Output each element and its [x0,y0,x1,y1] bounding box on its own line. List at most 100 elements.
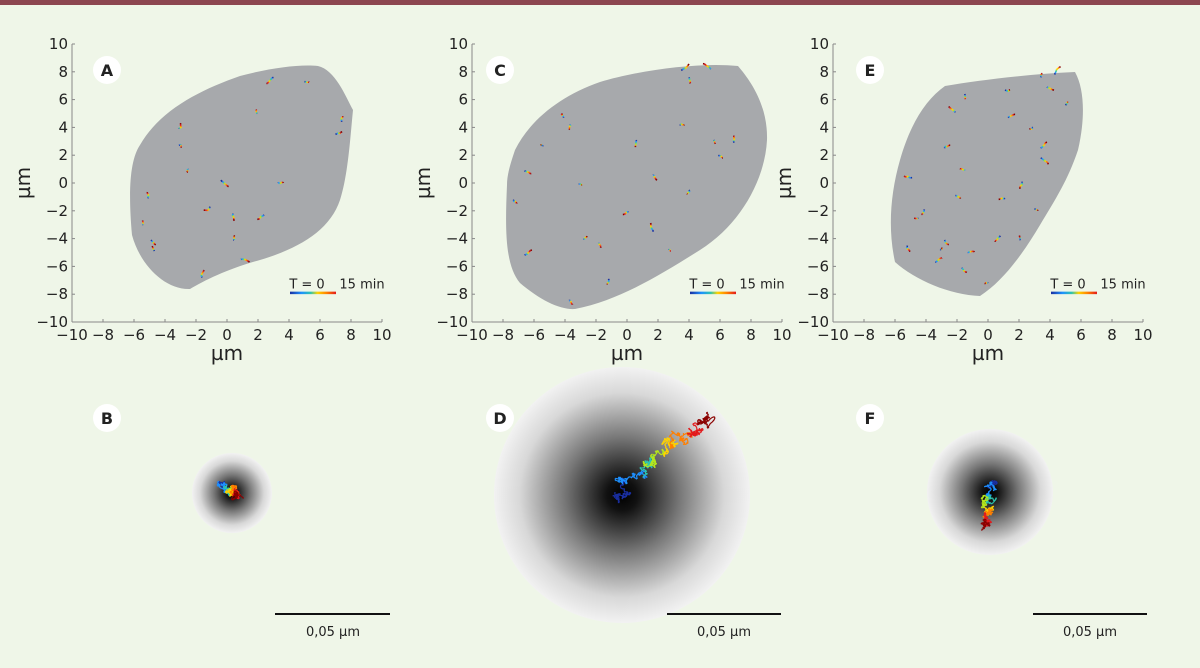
trajectory-segment [657,450,660,454]
y-tick-label: 0 [458,174,468,192]
trajectory-segment [687,191,690,194]
trajectory-spot [178,143,183,148]
trajectory-segment [150,239,153,242]
trajectory-segment [666,451,669,455]
trajectory-segment [226,489,228,491]
trajectory-spot [622,211,630,216]
trajectory-spot [141,220,145,226]
trajectory-segment [996,238,999,241]
x-tick-label: −10 [56,326,88,344]
trajectory-segment [654,176,656,179]
y-tick-label: 4 [58,118,68,136]
trajectory-segment [992,489,995,492]
y-tick-label: −8 [46,285,68,303]
trajectory-segment [688,427,692,432]
trajectory-segment [677,433,681,437]
trajectory-segment [986,510,989,513]
trajectory-segment [223,182,226,185]
trajectory-segment [641,468,645,471]
trajectory-segment [615,477,618,480]
trajectory-segment [242,258,245,261]
trajectory-segment [989,488,992,492]
trajectory-segment [644,474,646,476]
trajectory-segment [624,481,627,485]
trajectory-segment [650,455,653,459]
trajectory-spot [1053,65,1061,75]
x-tick-label: 2 [253,326,263,344]
trajectory-segment [706,413,709,416]
trajectory-segment [616,479,618,482]
x-tick-label: −6 [523,326,545,344]
panel-a [130,65,353,290]
y-tick-label: 6 [458,91,468,109]
trajectory-segment [650,227,653,230]
trajectory-segment [233,497,236,500]
trajectory-segment [910,176,913,179]
trajectory-segment [247,260,250,263]
confinement-disk [927,429,1053,555]
trajectory-segment [987,510,990,513]
trajectory-d [612,411,716,504]
trajectory-segment [179,126,182,129]
x-tick-label: 10 [772,326,791,344]
trajectory-spot [906,245,911,253]
trajectory-spot [679,123,685,126]
trajectory-segment [686,438,689,442]
trajectory-segment [945,242,948,245]
trajectory-segment [616,495,619,498]
trajectory-segment [568,299,571,302]
svg-text:C: C [494,61,506,80]
trajectory-spot [961,267,968,274]
trajectory-segment [984,485,987,488]
legend-end-label: 15 min [1100,278,1145,293]
trajectory-segment [982,518,986,521]
trajectory-segment [990,511,994,514]
trajectory-segment [669,446,672,450]
trajectory-spot [255,109,258,115]
trajectory-segment [639,467,643,471]
trajectory-segment [618,494,622,497]
trajectory-segment [598,243,601,246]
trajectory-spot [943,239,949,246]
trajectory-segment [524,253,527,256]
trajectory-spot [200,269,205,279]
trajectory-segment [646,465,650,468]
trajectory-segment [708,423,711,426]
y-tick-label: −10 [36,313,68,331]
y-tick-label: −2 [807,202,829,220]
trajectory-segment [648,457,651,460]
trajectory-spot [277,181,285,185]
trajectory-segment [220,179,223,183]
trajectory-segment [651,229,655,232]
trajectory-segment [698,431,701,435]
trajectory-spot [1064,101,1069,106]
x-tick-label: 4 [1045,326,1055,344]
trajectory-segment [617,498,620,502]
trajectory-segment [711,416,715,419]
trajectory-segment [671,439,674,441]
trajectory-segment [620,477,624,480]
trajectory-spot [1018,181,1024,189]
trajectory-segment [560,113,563,116]
trajectory-spot [1039,72,1043,78]
trajectory-segment [990,507,992,509]
axes-panel-a: −10 −8 −6 −4 −2 0 2 4 6 8 10−10−8−6−4−20246810µmµm… [11,35,392,365]
trajectory-segment [641,467,644,469]
trajectory-segment [233,490,236,493]
y-tick-label: −10 [436,313,468,331]
trajectory-segment [649,222,652,225]
trajectory-segment [986,496,989,499]
x-axis-label: µm [211,341,243,365]
trajectory-segment [996,237,999,240]
trajectory-segment [201,271,204,274]
trajectory-segment [682,439,686,442]
y-tick-label: 4 [458,118,468,136]
trajectory-segment [946,145,949,148]
x-tick-label: −8 [853,326,875,344]
x-tick-label: 0 [222,326,232,344]
trajectory-segment [270,77,273,80]
trajectory-segment [180,145,182,147]
x-tick-label: −4 [154,326,176,344]
trajectory-spot [231,213,235,222]
trajectory-segment [984,503,988,506]
